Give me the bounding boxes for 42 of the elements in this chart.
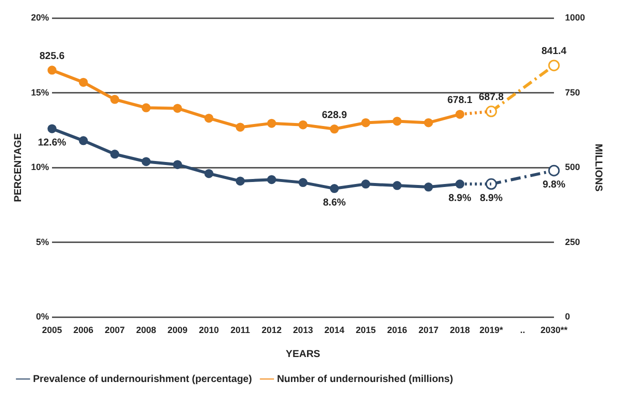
y-tick-label: 0% — [36, 312, 50, 322]
legend-label: Number of undernourished (millions) — [276, 374, 454, 385]
x-tick-label: 2019* — [479, 325, 504, 336]
data-label: 825.6 — [40, 50, 65, 62]
x-tick-label: 2013 — [292, 325, 314, 336]
y2-axis-title: MILLIONS — [592, 144, 604, 192]
x-tick-label: 2015 — [356, 325, 376, 336]
y2-tick-label: 500 — [564, 162, 580, 172]
x-tick-label: 2008 — [136, 325, 156, 336]
y2-tick-label: 750 — [564, 87, 580, 98]
y-tick-label: 15% — [31, 87, 50, 98]
data-label: 687.8 — [478, 92, 504, 104]
y-tick-label: 10% — [31, 162, 50, 172]
x-tick-label: 2017 — [418, 325, 439, 336]
y2-tick-label: 1000 — [564, 12, 586, 22]
y-tick-label: 5% — [36, 236, 50, 247]
data-label: 841.4 — [541, 46, 567, 58]
y-axis-title: PERCENTAGE — [12, 132, 24, 202]
x-tick-label: 2012 — [262, 325, 282, 336]
data-label: 12.6% — [38, 137, 66, 148]
x-tick-label: 2018 — [450, 325, 470, 336]
x-axis-title: YEARS — [286, 348, 321, 360]
x-tick-label: 2006 — [73, 325, 94, 336]
y2-tick-label: 250 — [564, 236, 580, 247]
x-tick-label: .. — [520, 325, 526, 336]
x-tick-label: 2009 — [167, 325, 188, 336]
x-tick-label: 2016 — [387, 325, 408, 336]
y2-tick-label: 0 — [564, 312, 570, 322]
data-label: 8.6% — [322, 197, 346, 208]
data-label: 8.9% — [448, 192, 472, 204]
x-tick-label: 2030** — [540, 325, 568, 336]
x-tick-label: 2005 — [42, 325, 62, 336]
x-tick-label: 2010 — [198, 325, 219, 336]
data-label: 678.1 — [447, 95, 473, 106]
x-tick-label: 2014 — [324, 325, 344, 336]
legend-label: Prevalence of undernourishment (percentage) — [33, 374, 252, 385]
data-label: 628.9 — [322, 110, 348, 121]
x-tick-label: 2011 — [230, 325, 250, 336]
x-tick-label: 2007 — [104, 325, 125, 336]
data-label: 9.8% — [542, 179, 566, 190]
data-label: 8.9% — [480, 192, 503, 204]
y-tick-label: 20% — [31, 12, 50, 22]
